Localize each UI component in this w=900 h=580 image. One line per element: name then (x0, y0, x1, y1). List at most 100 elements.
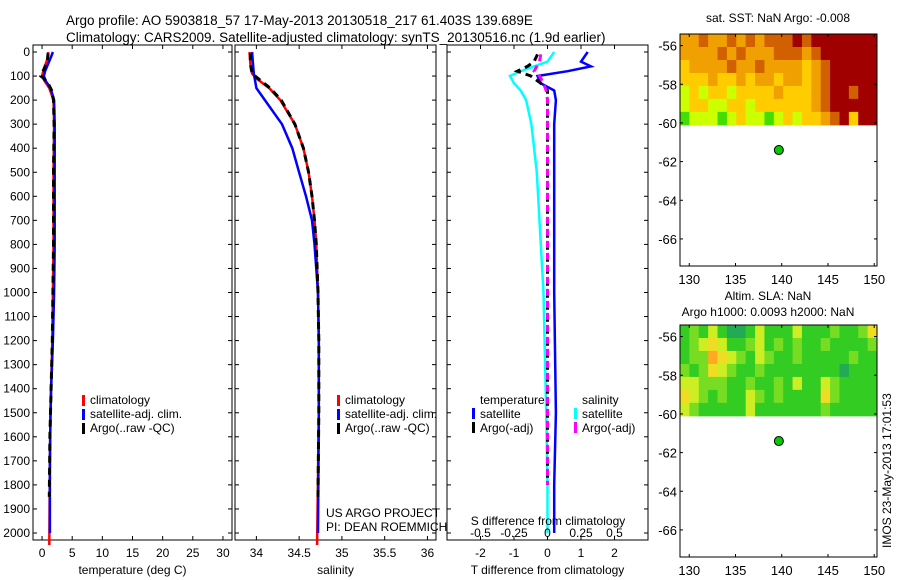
heatmap-cell (708, 337, 719, 352)
heatmap-cell (755, 34, 765, 48)
depth-tick-label: 1300 (3, 358, 30, 372)
heatmap-cell (792, 350, 803, 365)
heatmap-cell (783, 34, 794, 48)
heatmap-cell (811, 376, 822, 391)
s-tick-label: -0.25 (500, 526, 528, 540)
heatmap-cell (773, 85, 784, 100)
depth-tick-label: 900 (10, 261, 30, 275)
heatmap-cell (811, 325, 822, 339)
x-tick-label: 20 (156, 546, 170, 560)
heatmap-cell (867, 59, 878, 74)
heatmap-cell (848, 337, 859, 352)
argo-position-marker (773, 145, 784, 156)
map-title: Altim. SLA: NaN (725, 289, 812, 303)
heatmap-cell (773, 389, 784, 404)
heatmap-cell (830, 59, 840, 74)
heatmap-cell (755, 46, 765, 61)
heatmap-cell (820, 402, 831, 417)
series-s-argo-adj- (532, 54, 549, 485)
x-tick-label: 35.5 (373, 546, 397, 560)
x-tick-label: 34.5 (287, 546, 311, 560)
heatmap-cell (792, 72, 803, 87)
heatmap-cell (689, 98, 700, 113)
heatmap-cell (773, 34, 784, 48)
heatmap-cell (680, 389, 690, 404)
heatmap-cell (745, 402, 756, 417)
lon-tick-label: 135 (725, 272, 747, 287)
heatmap-cell (689, 402, 700, 417)
heatmap-cell (755, 98, 765, 113)
x-tick-label: 10 (96, 546, 110, 560)
salinity-axes-box (234, 44, 437, 541)
heatmap-cell (680, 337, 690, 352)
heatmap-cell (783, 59, 794, 74)
heatmap-cell (811, 337, 822, 352)
heatmap-cell (867, 350, 878, 365)
heatmap-cell (726, 325, 737, 339)
x-tick-label: 35 (335, 546, 349, 560)
heatmap-cell (839, 34, 850, 48)
legend-swatch (574, 422, 577, 433)
heatmap-cell (811, 402, 822, 417)
heatmap-cell (736, 59, 747, 74)
heatmap-cell (717, 325, 728, 339)
heatmap-cell (745, 98, 756, 113)
heatmap-cell (764, 376, 775, 391)
heatmap-cell (745, 59, 756, 74)
lat-tick-label: -64 (658, 193, 677, 208)
heatmap-cell (680, 376, 690, 391)
difference-panel: -2 -1 0 1 2 T difference from climatology -0.5… (446, 44, 649, 577)
legend-label: satellite-adj. clim. (345, 407, 437, 421)
heatmap-cell (726, 363, 737, 378)
heatmap-cell (858, 46, 869, 61)
timestamp-stamp: IMOS 23-May-2013 17:01:53 (880, 393, 894, 548)
project-annotation: US ARGO PROJECT (326, 506, 441, 520)
figure-title-line1: Argo profile: AO 5903818_57 17-May-2013 … (66, 13, 533, 28)
lat-tick-label: -58 (658, 368, 677, 383)
heatmap-cell (839, 402, 850, 417)
heatmap-cell (736, 337, 747, 352)
heatmap-cell (783, 402, 794, 417)
heatmap-cell (801, 34, 812, 48)
heatmap-cell (755, 85, 765, 100)
heatmap-cell (820, 363, 831, 378)
lon-tick-label: 145 (817, 272, 839, 287)
heatmap-cell (801, 111, 812, 126)
s-tick-label: -0.5 (470, 526, 491, 540)
heatmap-cell (811, 59, 822, 74)
legend-label: climatology (90, 393, 150, 407)
heatmap-cell (820, 34, 831, 48)
depth-tick-label: 100 (10, 69, 30, 83)
lon-tick-label: 150 (863, 563, 885, 578)
heatmap-cell (708, 363, 719, 378)
heatmap-cell (848, 376, 859, 391)
heatmap-cell (773, 350, 784, 365)
heatmap-cell (839, 72, 850, 87)
heatmap-cell (745, 337, 756, 352)
heatmap-cell (726, 337, 737, 352)
lat-tick-label: -62 (658, 446, 677, 461)
heatmap-cell (698, 402, 709, 417)
heatmap-cell (848, 389, 859, 404)
heatmap-cell (820, 111, 831, 126)
heatmap-cell (801, 59, 812, 74)
heatmap-cell (726, 72, 737, 87)
heatmap-cell (848, 98, 859, 113)
depth-tick-label: 1400 (3, 382, 30, 396)
heatmap-cell (773, 325, 784, 339)
heatmap-cell (764, 402, 775, 417)
depth-tick-label: 400 (10, 141, 30, 155)
heatmap-cell (792, 34, 803, 48)
heatmap-cell (726, 98, 737, 113)
legend-swatch (337, 423, 340, 434)
heatmap-cell (736, 85, 747, 100)
map-title: Argo h1000: 0.0093 h2000: NaN (682, 305, 855, 319)
heatmap-cell (867, 85, 878, 100)
heatmap-cell (745, 350, 756, 365)
heatmap-cell (698, 111, 709, 126)
depth-tick-label: 1200 (3, 334, 30, 348)
depth-tick-label: 1600 (3, 430, 30, 444)
legend-label: climatology (345, 393, 405, 407)
heatmap-cell (801, 85, 812, 100)
sst_map-panel: 130 135 140 145 150 -56 -58 -60 -62 -64 -66 sat. SS… (658, 11, 885, 287)
